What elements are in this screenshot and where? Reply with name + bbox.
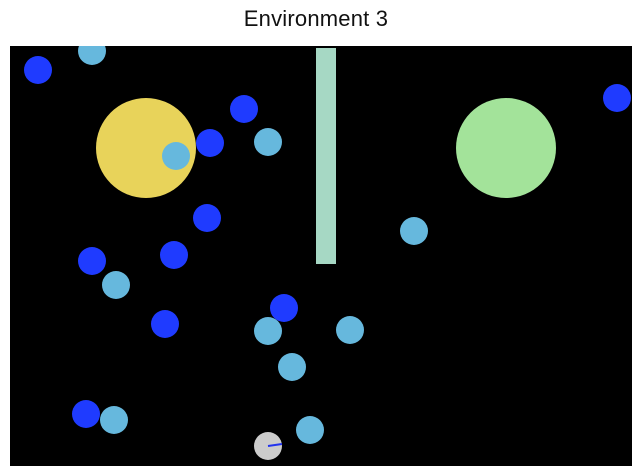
- light-blue-ball: [254, 128, 282, 156]
- light-blue-ball: [400, 217, 428, 245]
- dark-blue-ball: [72, 400, 100, 428]
- dark-blue-ball: [78, 247, 106, 275]
- light-blue-balls-group: [78, 46, 428, 444]
- light-blue-ball: [296, 416, 324, 444]
- light-blue-ball: [254, 317, 282, 345]
- dark-blue-ball: [193, 204, 221, 232]
- dark-blue-ball: [270, 294, 298, 322]
- light-blue-ball: [100, 406, 128, 434]
- dark-blue-ball: [230, 95, 258, 123]
- light-blue-ball: [78, 46, 106, 65]
- light-blue-ball: [336, 316, 364, 344]
- light-blue-ball: [162, 142, 190, 170]
- dark-blue-ball: [151, 310, 179, 338]
- green-goal-zone: [456, 98, 556, 198]
- dark-blue-balls-group: [24, 56, 631, 428]
- light-blue-ball: [102, 271, 130, 299]
- environment-title: Environment 3: [243, 6, 389, 31]
- dark-blue-ball: [24, 56, 52, 84]
- yellow-goal-zone: [96, 98, 196, 198]
- agent-heading-indicator: [267, 443, 283, 447]
- vertical-wall-barrier: [316, 48, 336, 264]
- dark-blue-ball: [603, 84, 631, 112]
- environment-arena: [10, 46, 632, 466]
- dark-blue-ball: [196, 129, 224, 157]
- environment-scene: [24, 46, 631, 460]
- dark-blue-ball: [160, 241, 188, 269]
- agent: [254, 432, 283, 460]
- light-blue-ball: [278, 353, 306, 381]
